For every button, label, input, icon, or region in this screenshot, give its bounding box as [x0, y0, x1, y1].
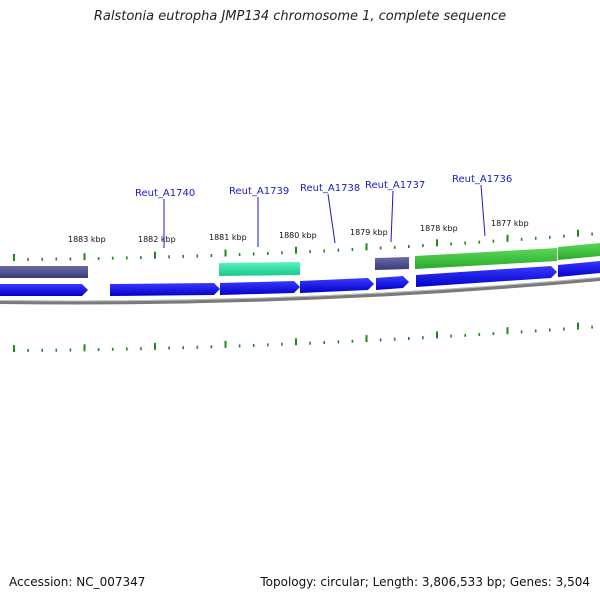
- cds-arrow[interactable]: [0, 284, 88, 296]
- scale-label-1878: 1878 kbp: [420, 224, 458, 233]
- feature-track: [0, 243, 600, 278]
- leader-line: [480, 184, 486, 237]
- gene-labels: Reut_A1740 Reut_A1739 Reut_A1738 Reut_A1…: [135, 174, 512, 199]
- scale-label-1883: 1883 kbp: [68, 235, 106, 244]
- feature-bar-green[interactable]: [415, 248, 557, 269]
- scale-label-1879: 1879 kbp: [350, 228, 388, 237]
- feature-bar-dark[interactable]: [375, 257, 409, 270]
- gene-leader-lines: [163, 184, 486, 248]
- leader-line: [390, 190, 394, 243]
- cds-arrow-reut-a1738[interactable]: [300, 278, 374, 293]
- scale-ticks-inner: [13, 322, 593, 352]
- gene-label-reut-a1740[interactable]: Reut_A1740: [135, 188, 195, 199]
- chromosome-backbone: [0, 277, 600, 305]
- leader-line: [327, 193, 336, 244]
- scale-ticks-outer: [13, 229, 593, 261]
- gene-label-reut-a1738[interactable]: Reut_A1738: [300, 183, 360, 194]
- feature-bar-teal[interactable]: [219, 262, 300, 276]
- scale-labels: 1883 kbp 1882 kbp 1881 kbp 1880 kbp 1879…: [68, 219, 529, 244]
- chromosome-backbone-highlight: [0, 277, 600, 302]
- map-title: Ralstonia eutropha JMP134 chromosome 1, …: [93, 9, 507, 24]
- cds-arrow-reut-a1739[interactable]: [220, 281, 300, 295]
- cds-track: [0, 261, 600, 296]
- gene-label-reut-a1736[interactable]: Reut_A1736: [452, 174, 512, 185]
- cds-arrow-reut-a1740[interactable]: [110, 283, 220, 296]
- feature-bar-dark[interactable]: [0, 266, 88, 278]
- cds-arrow[interactable]: [558, 261, 600, 277]
- cds-arrow-reut-a1737[interactable]: [376, 276, 409, 290]
- scale-label-1882: 1882 kbp: [138, 235, 176, 244]
- scale-label-1877: 1877 kbp: [491, 219, 529, 228]
- scale-label-1880: 1880 kbp: [279, 231, 317, 240]
- gene-label-reut-a1737[interactable]: Reut_A1737: [365, 180, 425, 191]
- cds-arrow-reut-a1736[interactable]: [416, 266, 557, 287]
- summary-text: Topology: circular; Length: 3,806,533 bp…: [260, 575, 590, 589]
- feature-bar-green[interactable]: [558, 243, 600, 260]
- accession-text: Accession: NC_007347: [9, 575, 146, 589]
- gene-label-reut-a1739[interactable]: Reut_A1739: [229, 186, 289, 197]
- scale-label-1881: 1881 kbp: [209, 233, 247, 242]
